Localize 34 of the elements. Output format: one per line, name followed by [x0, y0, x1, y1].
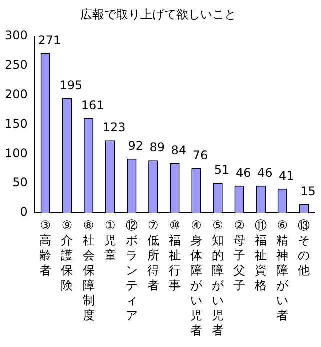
x-tick-label: ⑨介護保険: [61, 218, 74, 293]
data-label: 161: [81, 98, 104, 112]
x-tick-label: ⑤知的障がい児者: [212, 218, 226, 338]
data-label: 46: [236, 166, 252, 180]
x-tick-label: ⑬その他: [298, 218, 310, 278]
y-tick-label: 250: [5, 58, 28, 72]
data-label: 195: [60, 78, 83, 92]
x-tick-label: ⑫ボランティア: [126, 218, 138, 323]
x-tick-label: ①児童: [104, 218, 116, 263]
data-label: 123: [102, 120, 126, 135]
x-tick-label: ②母子父子: [234, 218, 246, 293]
chart-title: 広報で取り上げて欲しいこと: [80, 7, 236, 22]
y-tick-label: 200: [5, 87, 28, 102]
x-tick-label: ⑧社会保障制度: [82, 218, 95, 323]
y-tick-label: 300: [5, 28, 28, 43]
data-label: 92: [128, 138, 144, 153]
x-tick-label: ⑩福祉行事: [168, 218, 181, 293]
x-tick-label: ③高齢者: [40, 218, 52, 278]
data-label: 15: [300, 184, 316, 198]
data-label: 89: [150, 140, 166, 155]
x-tick-label: ⑪福祉資格: [254, 218, 268, 293]
x-tick-label: ⑥精神障がい者: [276, 218, 290, 323]
data-label: 46: [257, 166, 273, 180]
data-label: 76: [192, 148, 208, 162]
x-tick-label: ⑦低所得者: [147, 218, 160, 293]
y-tick-label: 0: [20, 205, 28, 220]
y-tick-label: 50: [12, 176, 28, 190]
x-tick-label: ④身体障がい児者: [190, 218, 204, 338]
y-tick-label: 150: [5, 116, 28, 131]
data-label: 51: [214, 163, 230, 178]
data-label: 84: [171, 144, 187, 158]
data-label: 271: [38, 34, 62, 48]
y-tick-label: 100: [5, 146, 28, 160]
data-label: 41: [279, 168, 294, 183]
